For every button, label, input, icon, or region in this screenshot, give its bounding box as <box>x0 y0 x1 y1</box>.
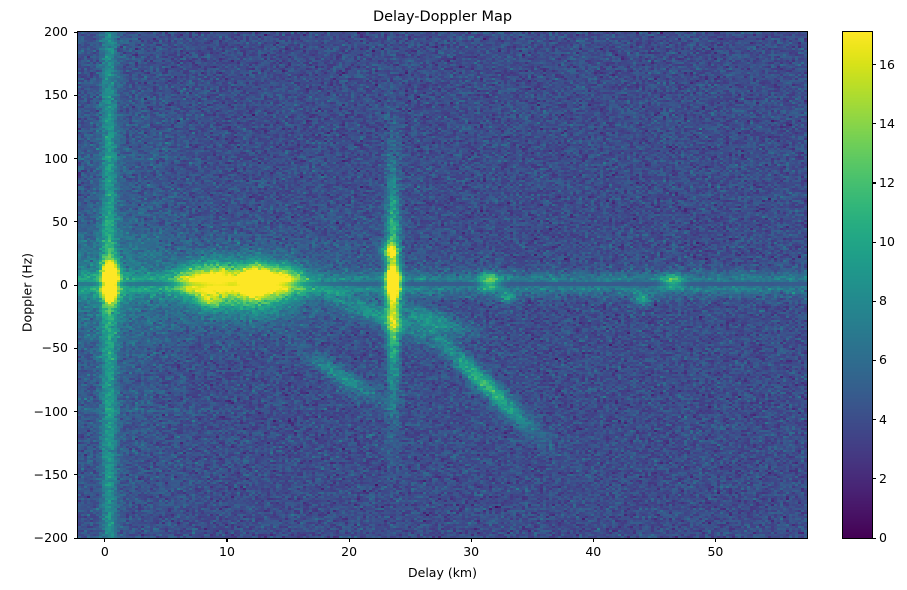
y-tick-mark <box>74 158 78 160</box>
y-tick-label: 100 <box>44 150 68 166</box>
y-axis-label: Doppler (Hz) <box>19 252 35 333</box>
y-tick-mark <box>74 411 78 413</box>
y-tick-mark <box>74 221 78 223</box>
colorbar-tick-mark <box>872 300 876 302</box>
x-tick-label: 20 <box>341 544 358 559</box>
y-tick-mark <box>74 537 78 539</box>
colorbar-tick-label: 6 <box>879 352 887 368</box>
y-tick-mark <box>74 94 78 96</box>
colorbar-tick-mark <box>872 478 876 480</box>
y-tick-mark <box>74 474 78 476</box>
colorbar-tick-mark <box>872 182 876 184</box>
y-tick-label: 50 <box>52 213 68 229</box>
y-tick-label: 200 <box>44 24 68 39</box>
x-tick-mark <box>592 538 594 542</box>
colorbar-tick-label: 12 <box>879 174 895 190</box>
colorbar-tick-label: 16 <box>879 56 895 72</box>
colorbar-tick-label: 4 <box>879 411 887 427</box>
x-tick-mark <box>104 538 106 542</box>
x-axis-label: Delay (km) <box>408 565 477 580</box>
colorbar-tick-mark <box>872 123 876 125</box>
colorbar-canvas <box>842 31 872 538</box>
colorbar <box>841 30 873 539</box>
colorbar-tick-label: 14 <box>879 115 895 131</box>
y-tick-label: −150 <box>33 466 68 482</box>
y-tick-label: −200 <box>33 530 68 545</box>
x-tick-label: 0 <box>100 544 109 559</box>
heatmap-axes <box>76 30 808 539</box>
delay-doppler-heatmap-canvas <box>77 31 807 538</box>
colorbar-tick-mark <box>872 359 876 362</box>
x-tick-mark <box>714 538 716 542</box>
colorbar-tick-mark <box>872 537 876 539</box>
y-tick-label: −100 <box>33 403 68 419</box>
colorbar-tick-mark <box>872 419 876 421</box>
colorbar-tick-label: 0 <box>879 530 887 545</box>
y-tick-label: 0 <box>60 277 68 292</box>
colorbar-tick-label: 2 <box>879 470 887 486</box>
y-tick-mark <box>74 284 78 286</box>
chart-title: Delay-Doppler Map <box>372 9 513 25</box>
x-tick-mark <box>226 538 228 542</box>
x-tick-label: 10 <box>219 544 235 559</box>
x-tick-mark <box>470 538 472 542</box>
y-tick-mark <box>74 347 78 349</box>
colorbar-tick-label: 10 <box>879 234 895 250</box>
y-tick-label: −50 <box>41 340 68 356</box>
x-tick-label: 30 <box>463 544 480 559</box>
colorbar-tick-mark <box>872 241 876 243</box>
colorbar-tick-mark <box>872 64 876 66</box>
x-tick-label: 50 <box>707 544 724 559</box>
x-tick-mark <box>348 538 350 542</box>
colorbar-tick-label: 8 <box>879 293 887 309</box>
x-tick-label: 40 <box>585 544 602 559</box>
y-tick-label: 150 <box>44 87 68 103</box>
y-tick-mark <box>74 31 78 33</box>
